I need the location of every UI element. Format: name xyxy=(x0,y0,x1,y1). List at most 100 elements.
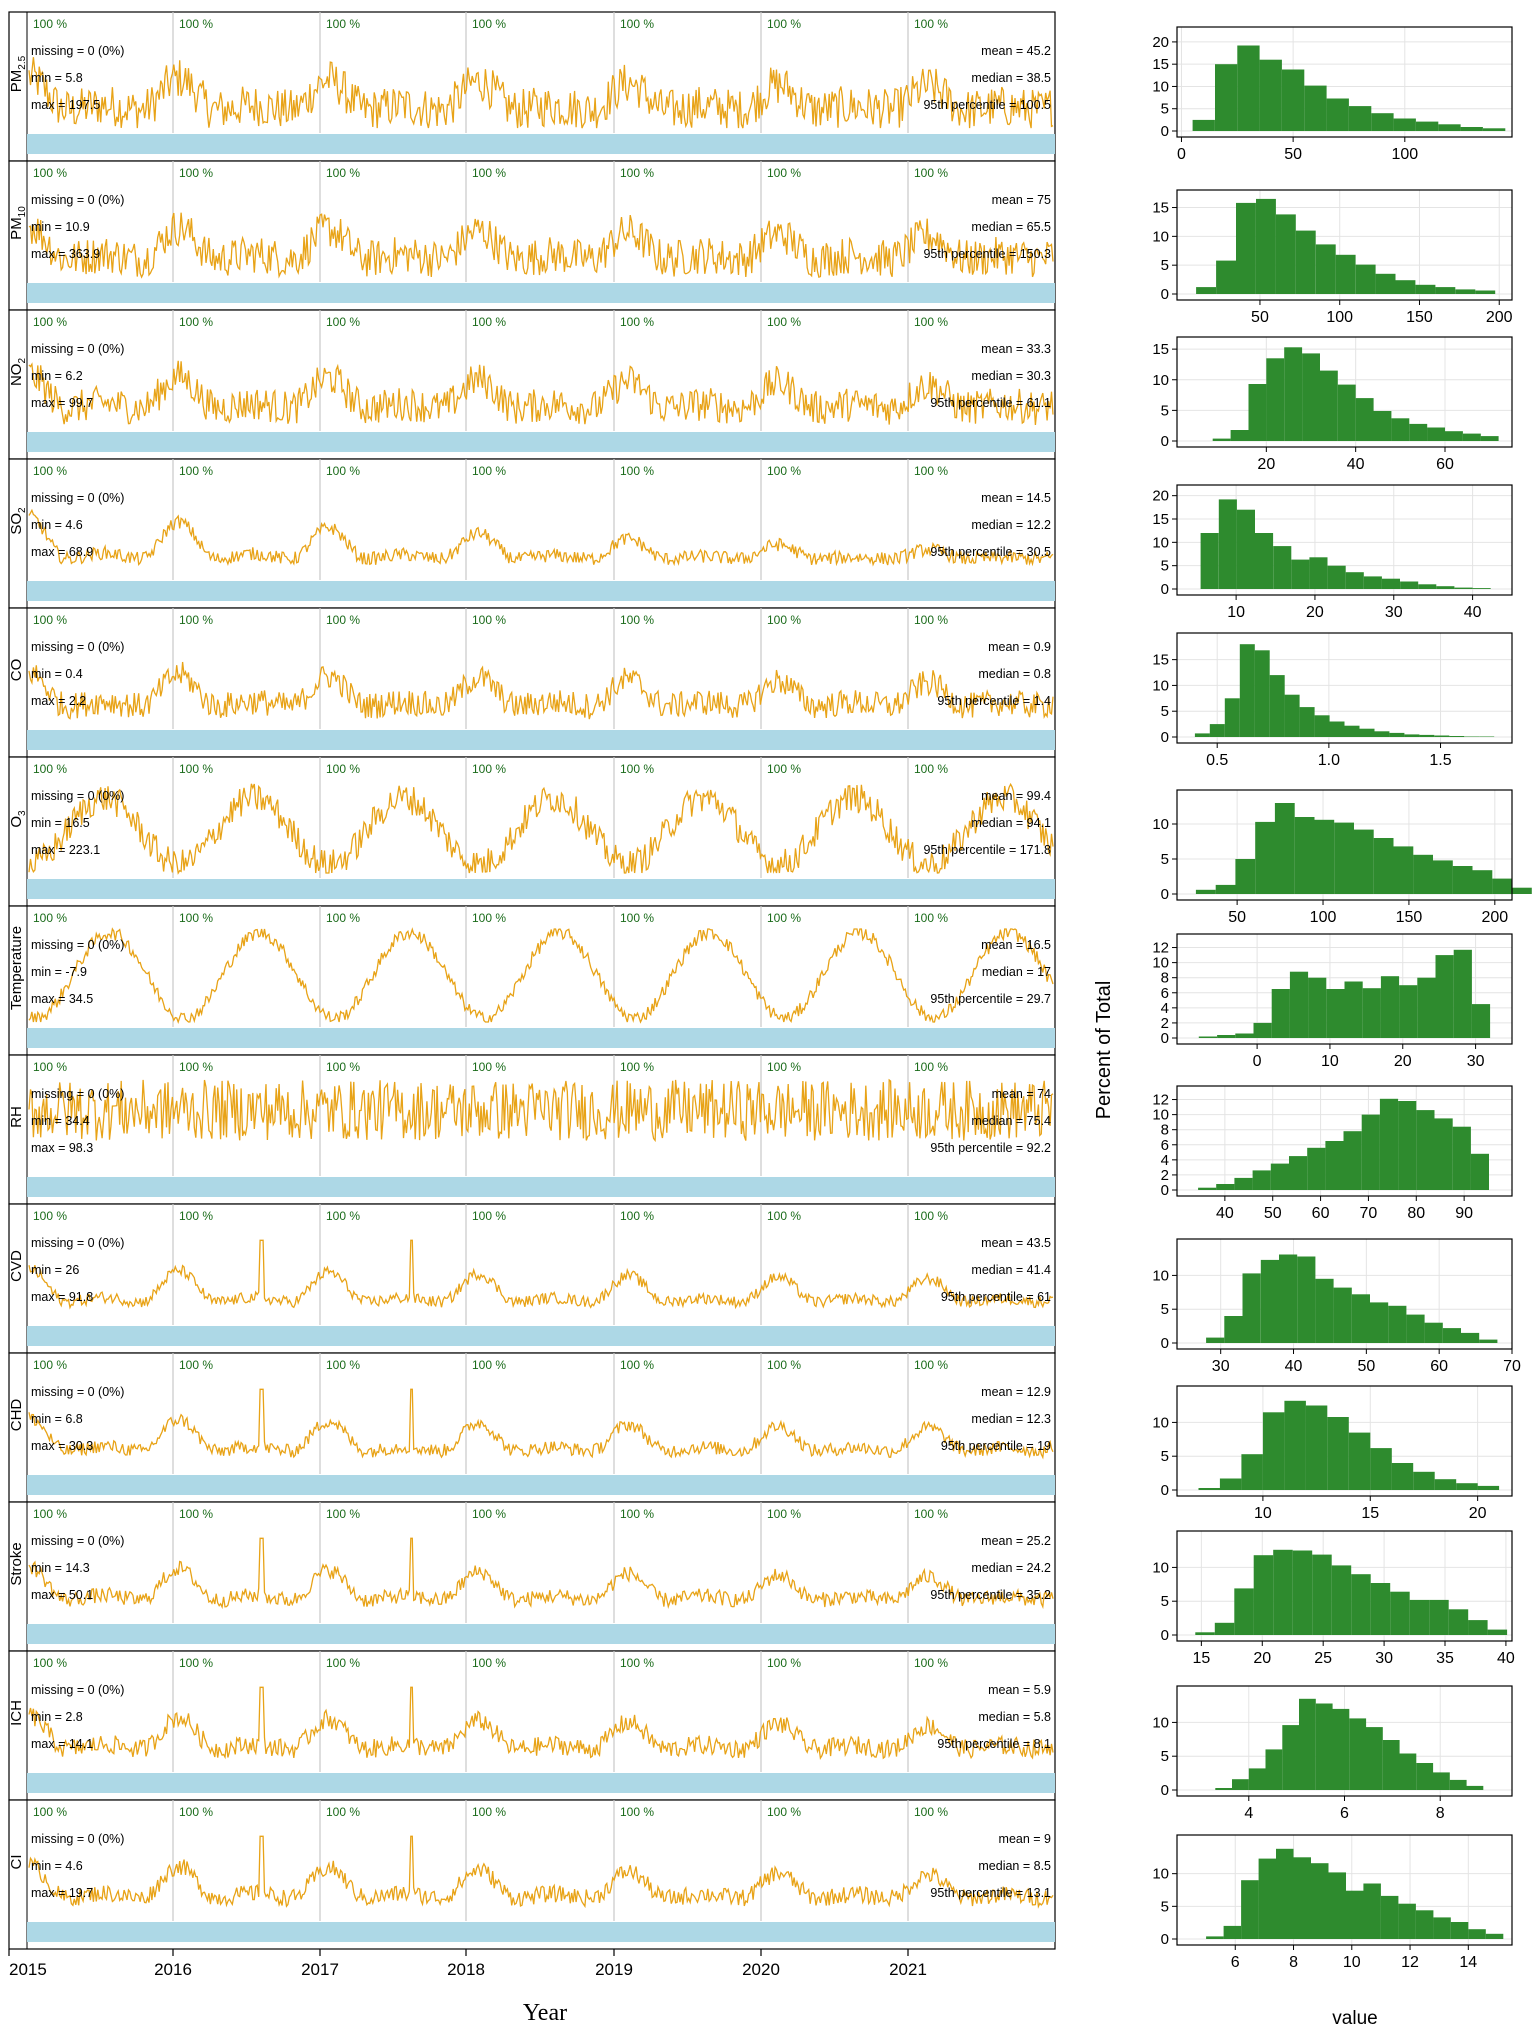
hist-bar xyxy=(1393,118,1416,131)
hist-y-tick-label: 10 xyxy=(1152,228,1169,245)
series-line-pm10 xyxy=(28,212,1054,279)
coverage-label: 100 % xyxy=(620,1656,654,1670)
hist-x-tick-label: 50 xyxy=(1228,909,1246,926)
hist-bar xyxy=(1206,1337,1225,1343)
hist-x-tick-label: 10 xyxy=(1227,604,1245,621)
hist-bar xyxy=(1477,1485,1500,1490)
hist-bar xyxy=(1433,1917,1451,1939)
histogram-10: 0 5 10 10 15 20 xyxy=(1152,1385,1513,1522)
hist-y-tick-label: 5 xyxy=(1161,101,1169,118)
hist-bar xyxy=(1196,287,1216,294)
coverage-label: 100 % xyxy=(33,1358,67,1372)
hist-bar xyxy=(1334,822,1354,894)
stat-right: median = 38.5 xyxy=(971,71,1051,85)
hist-bar xyxy=(1223,1925,1242,1939)
hist-bar xyxy=(1413,1471,1435,1490)
hist-x-tick-label: 70 xyxy=(1360,1205,1378,1222)
hist-bar xyxy=(1471,1004,1491,1038)
stat-left: missing = 0 (0%) xyxy=(31,1832,124,1846)
hist-bar xyxy=(1200,533,1219,589)
hist-frame xyxy=(1176,1238,1513,1350)
hist-x-tick-label: 80 xyxy=(1407,1205,1425,1222)
hist-bar xyxy=(1413,854,1433,894)
hist-bar xyxy=(1427,427,1445,441)
hist-x-tick-label: 30 xyxy=(1385,604,1403,621)
hist-bar xyxy=(1297,1256,1316,1343)
hist-y-tick-label: 5 xyxy=(1161,851,1169,868)
hist-bar xyxy=(1328,1872,1346,1939)
coverage-label: 100 % xyxy=(914,1805,948,1819)
stat-right: median = 41.4 xyxy=(971,1263,1051,1277)
coverage-label: 100 % xyxy=(472,911,506,925)
hist-bar xyxy=(1398,1903,1416,1939)
hist-bar xyxy=(1370,1583,1391,1635)
stat-left: max = 30.3 xyxy=(31,1439,93,1453)
stat-left: max = 34.5 xyxy=(31,992,93,1006)
panel-stroke: 100 % 100 % 100 % 100 % 100 % 100 % 100 % missi… xyxy=(8,1501,1056,1652)
hist-bar xyxy=(1346,1890,1364,1939)
histogram-1: 0 5 10 15 20 0 50 100 xyxy=(1152,26,1513,163)
hist-frame xyxy=(1176,336,1513,448)
hist-bar xyxy=(1284,694,1300,737)
hist-y-tick-label: 10 xyxy=(1152,1866,1169,1883)
coverage-label: 100 % xyxy=(179,315,213,329)
hist-bar xyxy=(1400,581,1419,589)
hist-bar xyxy=(1325,1141,1344,1190)
hist-bar xyxy=(1464,736,1480,737)
coverage-label: 100 % xyxy=(33,613,67,627)
hist-y-tick-label: 5 xyxy=(1161,402,1169,419)
hist-bar xyxy=(1332,1708,1350,1790)
hist-bar xyxy=(1276,1848,1294,1939)
hist-y-tick-label: 0 xyxy=(1161,123,1169,140)
availability-band xyxy=(27,1326,1055,1346)
hist-y-tick-label: 5 xyxy=(1161,1898,1169,1915)
coverage-label: 100 % xyxy=(33,166,67,180)
coverage-label: 100 % xyxy=(33,1209,67,1223)
coverage-label: 100 % xyxy=(472,17,506,31)
hist-y-tick-label: 10 xyxy=(1152,955,1169,972)
coverage-label: 100 % xyxy=(620,1507,654,1521)
hist-y-tick-label: 2 xyxy=(1161,1015,1169,1032)
hist-x-tick-label: 1.5 xyxy=(1429,752,1451,769)
hist-bar xyxy=(1435,955,1454,1038)
coverage-label: 100 % xyxy=(472,613,506,627)
hist-frame xyxy=(1176,632,1513,744)
coverage-label: 100 % xyxy=(767,315,801,329)
hist-bar xyxy=(1380,976,1400,1038)
hist-bar xyxy=(1415,1910,1434,1939)
panel-co: 100 % 100 % 100 % 100 % 100 % 100 % 100 % missi… xyxy=(8,607,1056,758)
hist-bar xyxy=(1470,1153,1489,1190)
stat-right: 95th percentile = 30.5 xyxy=(930,545,1051,559)
hist-x-tick-label: 40 xyxy=(1216,1205,1234,1222)
availability-band xyxy=(27,879,1055,899)
hist-bar xyxy=(1404,734,1420,737)
stat-left: min = 5.8 xyxy=(31,71,83,85)
histogram-9: 0 5 10 30 40 50 60 70 xyxy=(1152,1238,1521,1375)
hist-y-tick-label: 12 xyxy=(1152,940,1169,957)
histogram-3: 0 5 10 15 20 40 60 xyxy=(1152,336,1513,473)
hist-bar xyxy=(1282,69,1305,131)
hist-bar xyxy=(1399,985,1418,1038)
hist-x-tick-label: 100 xyxy=(1310,909,1337,926)
hist-bar xyxy=(1315,1278,1334,1343)
hist-bar xyxy=(1326,98,1349,131)
hist-bar xyxy=(1416,1763,1434,1790)
hist-y-tick-label: 20 xyxy=(1152,488,1169,505)
hist-bar xyxy=(1255,821,1275,894)
series-line-pm2-5 xyxy=(28,57,1054,129)
availability-band xyxy=(27,1922,1055,1942)
hist-bar xyxy=(1299,1698,1316,1790)
coverage-label: 100 % xyxy=(326,911,360,925)
stat-right: 95th percentile = 150.3 xyxy=(923,247,1051,261)
hist-bar xyxy=(1409,423,1428,441)
hist-frame xyxy=(1176,789,1513,901)
histogram-6: 0 5 10 50 100 150 200 xyxy=(1152,789,1532,926)
hist-y-tick-label: 0 xyxy=(1161,729,1169,746)
hist-x-tick-label: 30 xyxy=(1467,1053,1485,1070)
stat-right: mean = 0.9 xyxy=(988,640,1051,654)
hist-bar xyxy=(1399,1753,1417,1790)
hist-y-tick-label: 0 xyxy=(1161,1182,1169,1199)
hist-bar xyxy=(1438,124,1461,131)
